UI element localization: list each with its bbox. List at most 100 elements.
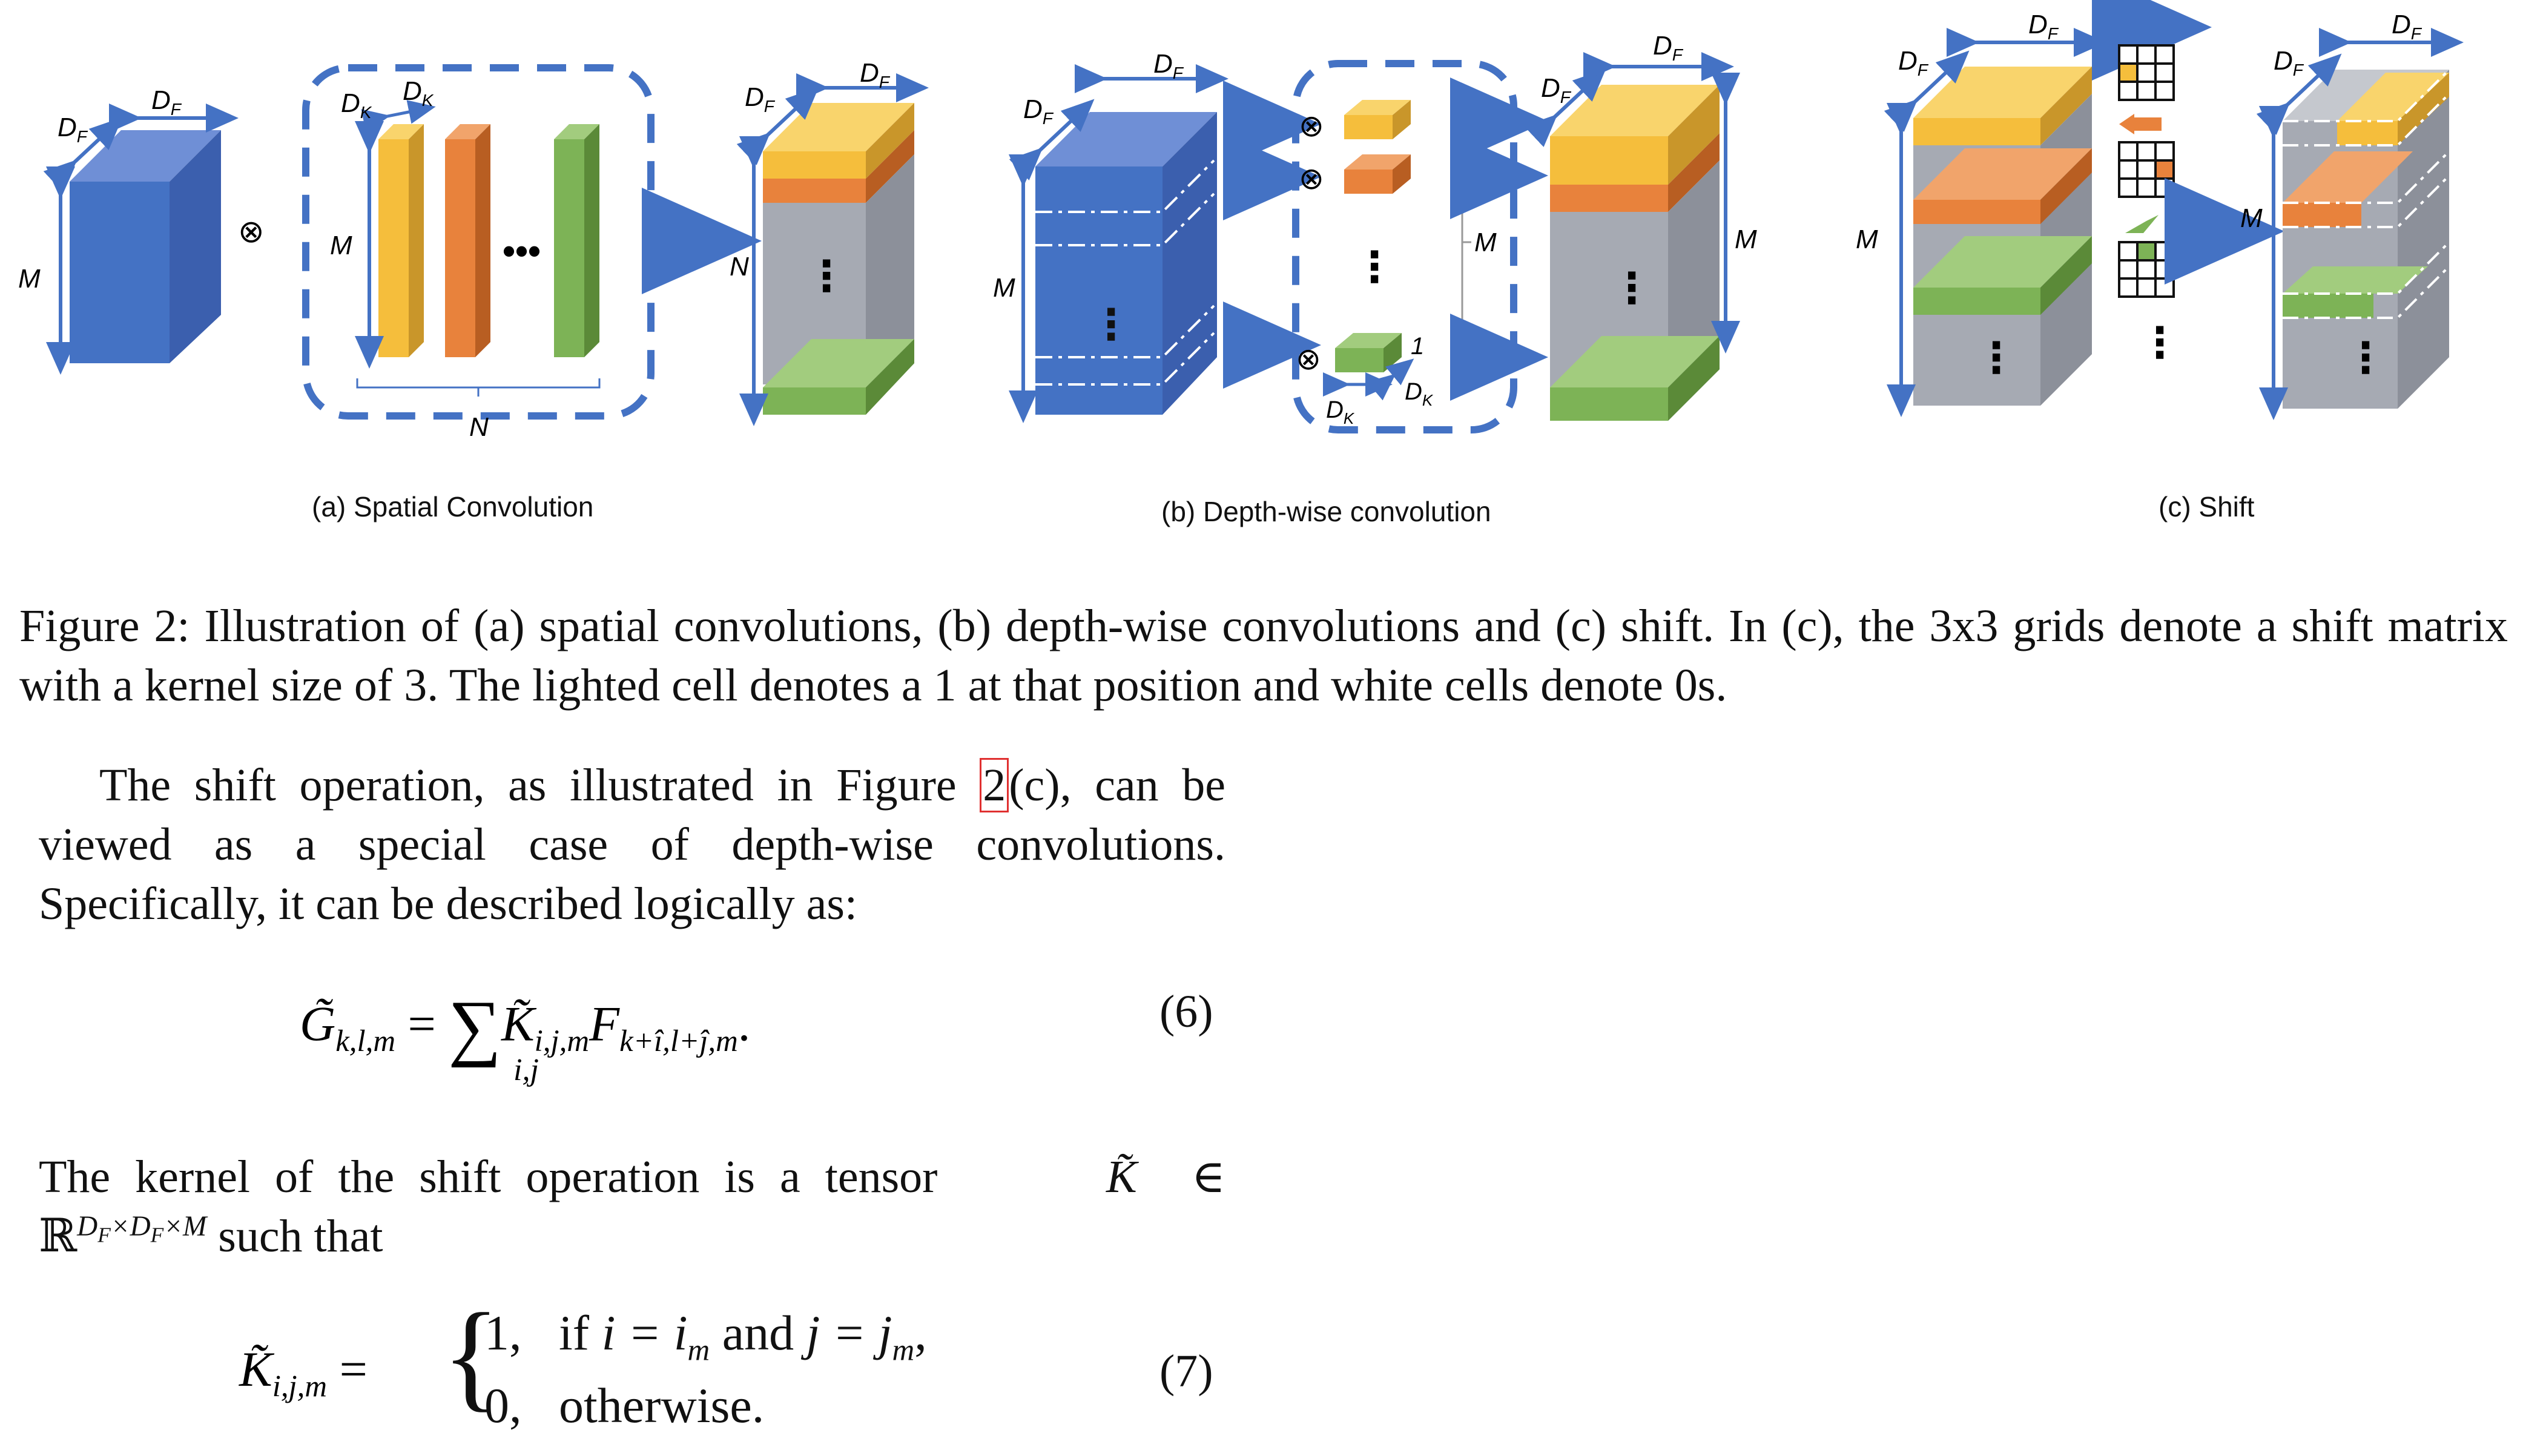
label-n: N — [469, 412, 489, 442]
eq-sum-subscript: i,j — [513, 1053, 539, 1087]
para-text: such that — [218, 1211, 383, 1262]
eq-term: 1, — [484, 1305, 522, 1360]
eq-subscript: k,l,m — [335, 1023, 396, 1058]
label-dk: DK — [341, 88, 372, 122]
label-df: DF — [151, 85, 182, 119]
eq-operator: = — [339, 1342, 368, 1397]
equation-7-case-1: 1, if i = im and j = jm, — [484, 1305, 927, 1365]
panel-a-spatial-convolution: M DF DF ⊗ ••• M DK DK N — [18, 58, 929, 442]
eq-operator: , — [914, 1305, 927, 1360]
label-m: M — [330, 231, 352, 260]
kernel-green — [1335, 333, 1402, 372]
more-channels-dots: ⋮ — [1090, 301, 1132, 348]
shift-matrix-right — [2118, 44, 2175, 101]
eq-term: if — [559, 1305, 590, 1360]
eq-term: 0, — [484, 1378, 522, 1433]
eq-term: i = i — [601, 1305, 688, 1360]
depthwise-filter-box — [1292, 60, 1517, 433]
label-dk: DK — [1405, 378, 1434, 409]
eq-term: G̃ — [300, 996, 336, 1052]
shift-matrix-center — [2118, 241, 2175, 298]
label-n: N — [730, 252, 749, 282]
label-df: DF — [1541, 73, 1572, 107]
label-m: M — [1474, 228, 1497, 257]
equation-6: G̃k,l,m = ∑K̃i,j,mFk+î,l+ĵ,m. — [300, 984, 750, 1070]
filter-green — [554, 124, 599, 357]
eq-term: ℝ — [39, 1211, 78, 1262]
arrow-diagonal-icon — [2125, 215, 2159, 233]
input-feature-map-cube — [70, 130, 221, 363]
eq-subscript: m — [687, 1332, 710, 1367]
label-df: DF — [745, 82, 776, 116]
more-channels-dots: ⋮ — [805, 252, 848, 300]
label-m: M — [993, 273, 1015, 303]
body-paragraph: The shift operation, as illustrated in F… — [39, 756, 1225, 934]
subcaption-a: (a) Spatial Convolution — [312, 491, 594, 522]
eq-operator: ∈ — [1191, 1151, 1225, 1202]
label-df: DF — [860, 58, 891, 91]
equation-7-case-2: 0, otherwise. — [484, 1377, 764, 1434]
figure-2-illustration: M DF DF ⊗ ••• M DK DK N — [18, 0, 2464, 442]
eq-term: F — [589, 996, 620, 1052]
equation-7-lhs: K̃i,j,m = — [239, 1341, 368, 1402]
eq-operator: = — [407, 996, 436, 1052]
eq-brace: { — [442, 1289, 500, 1423]
shift-matrix-left — [2118, 141, 2175, 198]
eq-sum: ∑ — [448, 985, 501, 1068]
eq-subscript: m — [892, 1332, 915, 1367]
filter-orange — [445, 124, 490, 357]
kernel-orange — [1344, 154, 1411, 194]
eq-superscript: DF×DF×M — [77, 1210, 207, 1247]
eq-term: j = j — [806, 1305, 892, 1360]
figure-caption: Figure 2: Illustration of (a) spatial co… — [19, 601, 2508, 711]
label-df: DF — [2028, 10, 2059, 43]
eq-subscript: i,j,m — [534, 1023, 590, 1058]
label-m: M — [1856, 225, 1878, 254]
label-df: DF — [2392, 10, 2422, 43]
subcaption-b: (b) Depth-wise convolution — [1161, 496, 1491, 527]
eq-term: K̃ — [239, 1342, 272, 1397]
equation-number-6: (6) — [1159, 986, 1213, 1037]
label-m: M — [1735, 225, 1757, 254]
subcaption-c: (c) Shift — [2159, 491, 2255, 522]
para-text: The shift operation, as illustrated in F… — [99, 760, 980, 811]
label-df: DF — [1153, 49, 1184, 82]
eq-subscript: k+î,l+ĵ,m — [619, 1023, 738, 1058]
more-kernels-dots: ⋮ — [1353, 243, 1396, 291]
panel-c-shift: ⋮ M DF DF — [1856, 0, 2464, 420]
output-shifted-feature-map — [2283, 70, 2449, 409]
label-df: DF — [1023, 94, 1054, 128]
label-df: DF — [2274, 46, 2304, 79]
label-m: M — [18, 264, 41, 294]
equation-number-7: (7) — [1159, 1346, 1213, 1397]
convolution-operator-icon: ⊗ — [238, 214, 265, 249]
eq-term: otherwise. — [559, 1378, 765, 1433]
eq-term: K̃ — [501, 996, 535, 1052]
more-filters-dots: ••• — [503, 231, 541, 271]
eq-subscript: i,j,m — [272, 1369, 328, 1403]
more-matrices-dots: ⋮ — [2139, 319, 2181, 366]
body-paragraph: The kernel of the shift operation is a t… — [39, 1147, 1225, 1266]
convolution-operator-icon: ⊗ — [1299, 109, 1324, 143]
filter-group-box — [302, 64, 655, 420]
more-channels-dots: ⋮ — [1611, 265, 1653, 312]
para-text: (c), can be viewed as a special case of … — [39, 760, 1225, 929]
more-channels-dots: ⋮ — [1975, 334, 2017, 381]
panel-b-depthwise-convolution: ⋮ M DF DF ⊗ ⊗ ⋮ ⊗ 1 DK — [993, 31, 1757, 433]
output-feature-map — [1550, 85, 1720, 421]
label-m: M — [2240, 203, 2263, 233]
eq-term: K̃ — [1106, 1151, 1137, 1202]
label-dk: DK — [1326, 397, 1355, 427]
figure-reference-link[interactable]: 2 — [980, 758, 1009, 812]
para-text: The kernel of the shift operation is a t… — [39, 1151, 938, 1202]
label-df: DF — [1653, 31, 1684, 64]
label-df: DF — [1898, 46, 1929, 79]
convolution-operator-icon: ⊗ — [1296, 342, 1321, 376]
filter-yellow — [378, 124, 424, 357]
eq-term: and — [722, 1305, 794, 1360]
convolution-operator-icon: ⊗ — [1299, 162, 1324, 196]
more-channels-dots: ⋮ — [2344, 334, 2387, 381]
kernel-yellow — [1344, 100, 1411, 139]
label-one: 1 — [1411, 333, 1424, 360]
eq-operator: . — [737, 996, 751, 1052]
